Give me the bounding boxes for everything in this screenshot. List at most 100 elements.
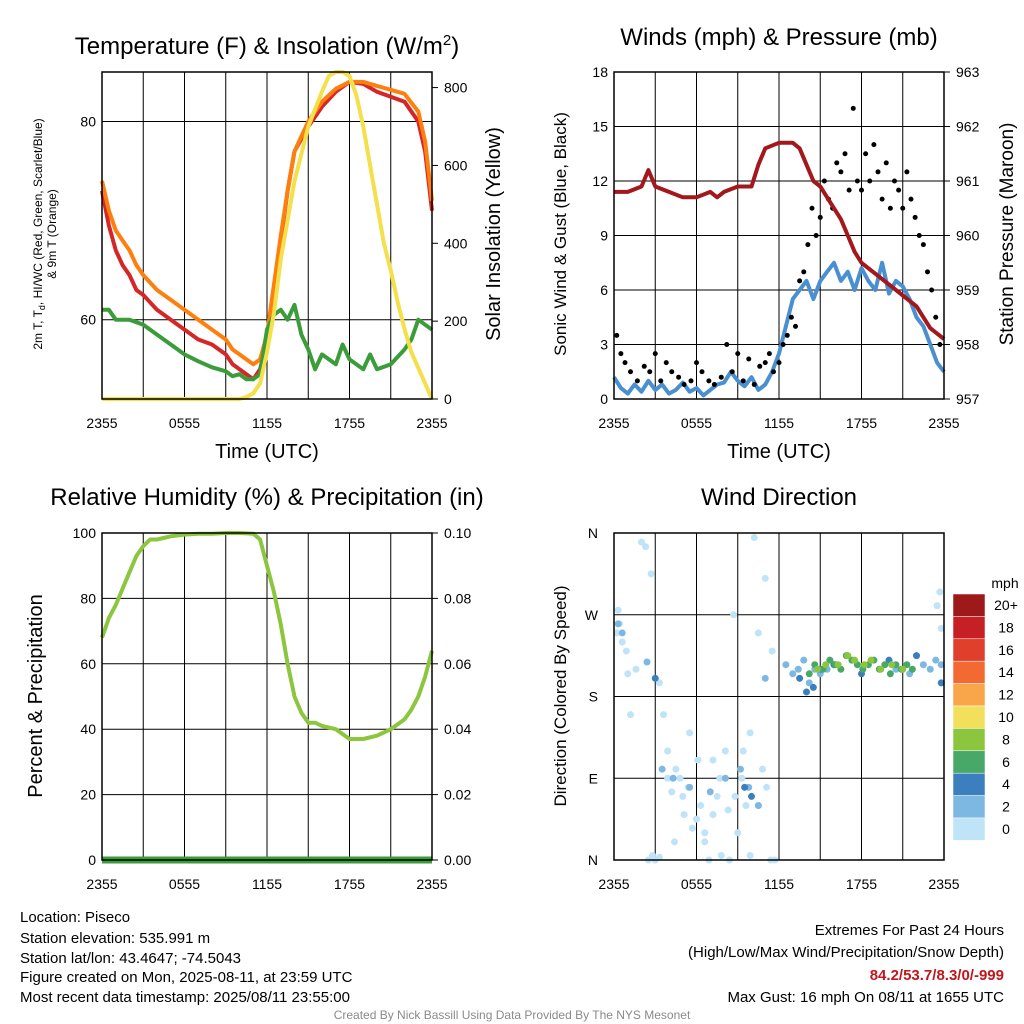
data-point [822,661,830,669]
data-point [746,851,754,859]
right-tick-label: 600 [444,157,468,173]
data-point [731,792,739,800]
data-point [916,233,922,238]
data-point [655,679,663,687]
data-point [933,602,941,610]
data-point [826,656,834,664]
data-point [883,160,889,166]
speed-legend-swatch [952,772,986,796]
y-tick-label: 3 [600,337,608,353]
y-tick-label: 9 [600,228,608,244]
data-point [627,711,634,719]
data-point [919,661,927,669]
data-point [742,802,750,809]
data-point [614,332,620,338]
data-point [771,369,776,375]
wind-direction-panel: Wind Direction Direction (Colored By Spe… [551,484,1019,892]
data-point [693,815,700,823]
data-point [721,747,729,755]
data-point [863,151,869,157]
data-point [706,378,712,384]
extremes-subtitle: (High/Low/Max Wind/Precipitation/Snow De… [688,944,1004,961]
right-tick-label: 200 [444,313,468,329]
x-tick-label: 0555 [681,415,712,431]
right-tick-label: 957 [956,391,980,407]
direction-tick-label: N [588,852,598,868]
data-point [746,356,752,362]
data-point [663,360,669,366]
temperature-y-axis-label: 2m T, Td, HI/WC (Red, Green, Scarlet/Blu… [31,118,47,349]
extremes-values: 84.2/53.7/8.3/0/-999 [870,967,1004,984]
data-point [676,774,684,782]
right-tick-label: 0.10 [444,525,471,541]
data-point [846,187,852,193]
data-point [896,187,902,193]
data-point [844,652,852,660]
data-point [766,351,772,357]
data-point [881,661,889,669]
data-point [647,570,655,578]
right-tick-label: 0.00 [444,852,471,868]
data-point [794,665,802,673]
data-point [782,661,790,669]
right-tick-label: 400 [444,235,468,251]
right-tick-label: 961 [956,173,980,189]
data-point [721,774,729,782]
data-point [724,342,730,347]
footer-created: Figure created on Mon, 2025-08-11, at 23… [20,969,353,986]
temperature-x-axis-label: Time (UTC) [215,441,319,463]
speed-legend-label: 12 [998,687,1014,703]
data-point [834,661,842,669]
data-point [647,369,653,375]
x-tick-label: 0555 [681,876,712,892]
data-point [805,670,813,678]
x-tick-label: 2355 [598,876,629,892]
data-point [892,178,897,184]
temperature-panel: Temperature (F) & Insolation (W/m2) Time… [31,32,505,463]
plot-frame [101,71,433,400]
data-point [622,647,630,655]
speed-legend-swatch [952,593,986,617]
data-point [814,665,821,673]
winds-title: Winds (mph) & Pressure (mb) [620,24,937,51]
direction-tick-label: S [589,689,598,705]
x-tick-label: 2355 [598,415,629,431]
right-tick-label: 963 [956,64,980,80]
y-tick-label: 0 [600,391,608,407]
series-line [100,79,434,367]
right-tick-label: 800 [444,80,468,96]
data-point [900,205,906,211]
data-point [904,169,910,175]
y-tick-label: 80 [80,590,96,606]
data-point [697,802,705,809]
data-point [809,683,817,691]
data-point [867,178,873,184]
credit-line: Created By Nick Bassill Using Data Provi… [334,1008,691,1022]
winds-panel: Winds (mph) & Pressure (mb) Time (UTC) S… [551,24,1018,463]
data-point [750,534,758,542]
footer-recent: Most recent data timestamp: 2025/08/11 2… [20,989,350,1006]
footer: Location: Piseco Station elevation: 535.… [20,909,1004,1022]
speed-legend-label: 0 [1002,821,1010,837]
data-point [751,381,757,387]
data-point [789,670,797,678]
data-point [926,665,934,673]
data-point [937,679,945,687]
x-tick-label: 1755 [334,415,365,431]
y-tick-label: 20 [80,787,96,803]
insolation-y-axis-label: Solar Insolation (Yellow) [483,127,505,341]
winds-y-axis-label: Sonic Wind & Gust (Blue, Black) [551,112,570,356]
data-point [628,369,633,375]
speed-legend-swatch [952,728,986,752]
data-point [871,142,877,148]
data-point [809,205,815,211]
data-point [867,656,875,664]
data-point [701,829,709,837]
direction-tick-label: N [588,525,598,541]
data-point [761,674,769,682]
x-tick-label: 1155 [252,415,282,431]
data-point [903,661,911,669]
y-tick-label: 80 [80,114,96,130]
footer-elevation: Station elevation: 535.991 m [20,930,210,947]
data-point [681,381,687,387]
